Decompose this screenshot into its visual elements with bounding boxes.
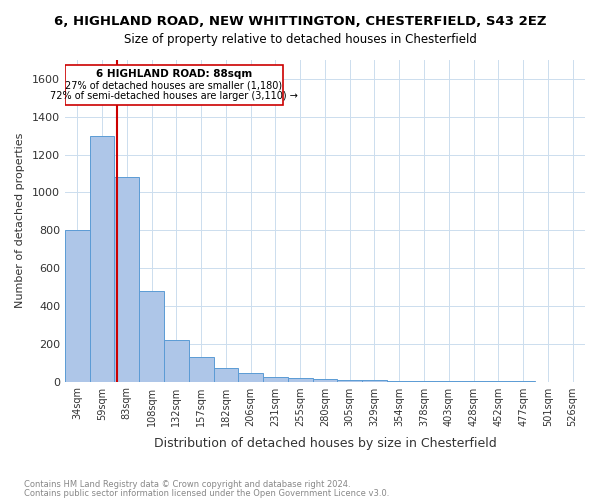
Text: 27% of detached houses are smaller (1,180): 27% of detached houses are smaller (1,18… <box>65 80 283 90</box>
Bar <box>65 230 89 382</box>
Bar <box>263 377 288 382</box>
Bar <box>115 178 139 382</box>
Bar <box>362 380 387 382</box>
FancyBboxPatch shape <box>65 64 283 106</box>
Text: Contains HM Land Registry data © Crown copyright and database right 2024.: Contains HM Land Registry data © Crown c… <box>24 480 350 489</box>
Bar <box>139 290 164 382</box>
Y-axis label: Number of detached properties: Number of detached properties <box>15 133 25 308</box>
Bar <box>214 368 238 382</box>
Bar <box>412 381 436 382</box>
Text: Size of property relative to detached houses in Chesterfield: Size of property relative to detached ho… <box>124 32 476 46</box>
Bar <box>164 340 189 382</box>
Bar <box>288 378 313 382</box>
Text: Contains public sector information licensed under the Open Government Licence v3: Contains public sector information licen… <box>24 489 389 498</box>
Bar <box>387 381 412 382</box>
X-axis label: Distribution of detached houses by size in Chesterfield: Distribution of detached houses by size … <box>154 437 496 450</box>
Bar <box>189 357 214 382</box>
Text: 6 HIGHLAND ROAD: 88sqm: 6 HIGHLAND ROAD: 88sqm <box>96 68 252 78</box>
Bar <box>337 380 362 382</box>
Bar <box>313 380 337 382</box>
Text: 6, HIGHLAND ROAD, NEW WHITTINGTON, CHESTERFIELD, S43 2EZ: 6, HIGHLAND ROAD, NEW WHITTINGTON, CHEST… <box>54 15 546 28</box>
Bar <box>238 373 263 382</box>
Text: 72% of semi-detached houses are larger (3,110) →: 72% of semi-detached houses are larger (… <box>50 92 298 102</box>
Bar <box>89 136 115 382</box>
